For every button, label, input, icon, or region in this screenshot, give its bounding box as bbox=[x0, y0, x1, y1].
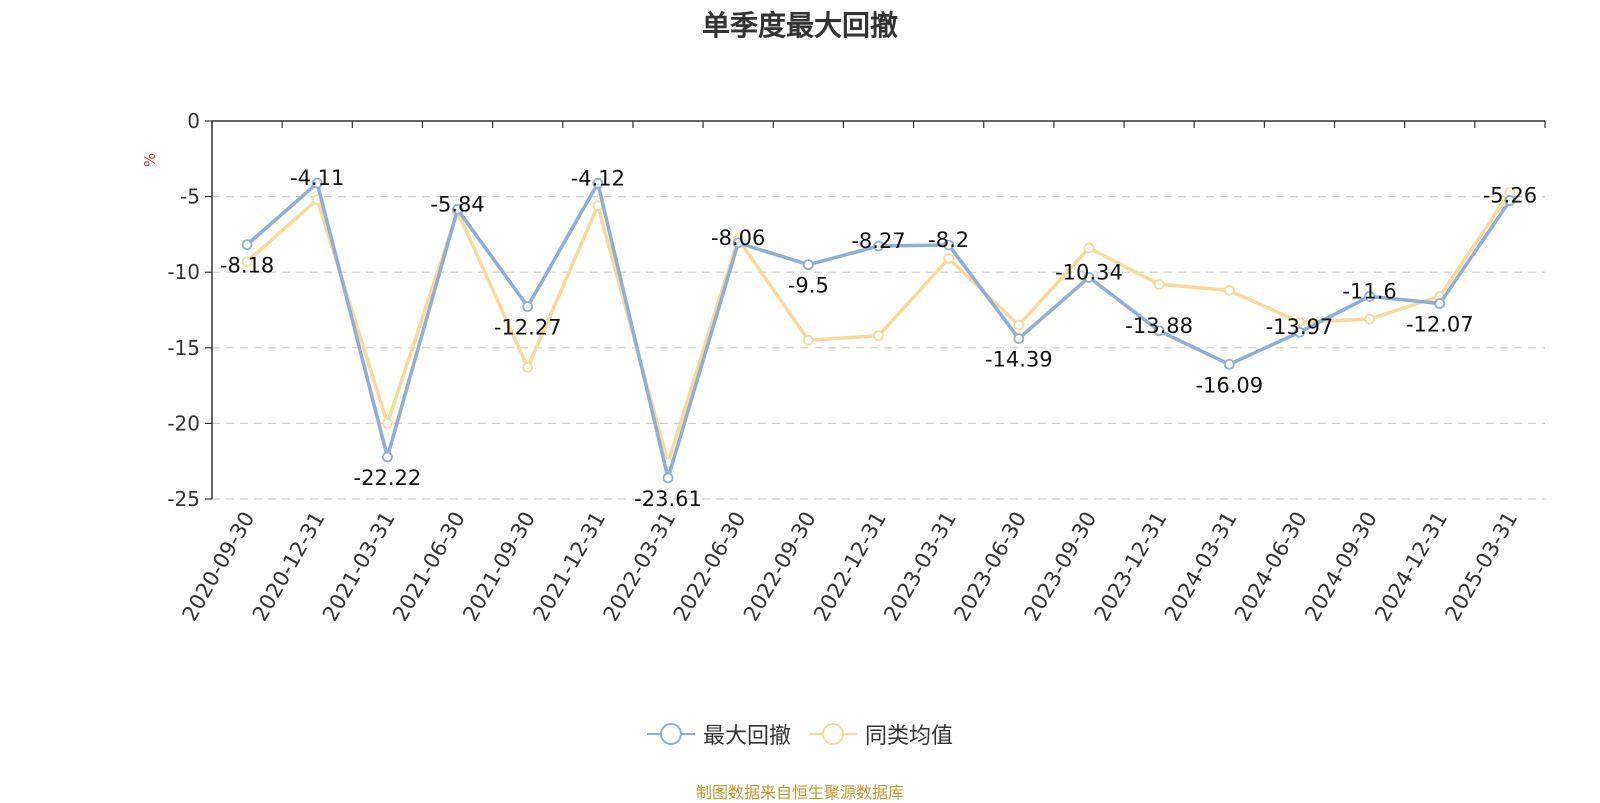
data-label: -8.18 bbox=[220, 254, 274, 278]
data-label: -4.12 bbox=[571, 166, 625, 190]
data-point-1 bbox=[1083, 242, 1095, 254]
x-tick-label: 2021-09-30 bbox=[458, 508, 540, 626]
data-point-0 bbox=[943, 239, 955, 251]
data-label: -5.26 bbox=[1483, 184, 1537, 208]
legend-label-peer-average: 同类均值 bbox=[865, 724, 954, 749]
data-point-0 bbox=[1434, 298, 1446, 309]
data-label: -22.22 bbox=[354, 466, 422, 490]
data-label: -12.27 bbox=[494, 316, 562, 340]
data-point-0 bbox=[311, 177, 323, 189]
data-point-0 bbox=[522, 301, 534, 312]
data-labels: -8.18 -4.11 -22.22 -5.84 -12.27 -4.12 -23.61 -8… bbox=[220, 166, 1537, 511]
data-label: -16.09 bbox=[1195, 373, 1263, 397]
data-point-0 bbox=[802, 259, 814, 271]
data-point-0 bbox=[1013, 333, 1025, 344]
data-point-1 bbox=[873, 330, 884, 342]
data-point-1 bbox=[802, 334, 814, 346]
y-tick-label: 0 bbox=[187, 109, 200, 133]
data-point-0 bbox=[1083, 271, 1095, 283]
data-label: -13.97 bbox=[1266, 315, 1334, 339]
data-label: -4.11 bbox=[290, 166, 344, 190]
data-point-1 bbox=[943, 253, 955, 264]
legend-marker-peer-average-icon bbox=[809, 723, 857, 745]
legend-item-max-drawdown[interactable]: 最大回撤 bbox=[646, 718, 791, 750]
y-tick-label: -20 bbox=[167, 411, 200, 435]
y-tick-label: -25 bbox=[167, 487, 200, 511]
data-point-0 bbox=[873, 240, 884, 252]
x-tick-label: 2021-12-31 bbox=[528, 508, 610, 626]
data-label: -8.2 bbox=[928, 228, 969, 252]
x-tick-label: 2023-12-31 bbox=[1090, 508, 1172, 626]
data-point-0 bbox=[452, 203, 463, 215]
x-tick-label: 2024-03-31 bbox=[1160, 508, 1242, 626]
y-tick-label: -5 bbox=[180, 185, 200, 209]
legend-label-max-drawdown: 最大回撤 bbox=[702, 724, 791, 749]
data-label: -23.61 bbox=[634, 487, 702, 511]
legend-item-peer-average[interactable]: 同类均值 bbox=[809, 718, 953, 750]
data-point-0 bbox=[1294, 326, 1305, 338]
data-point-0 bbox=[732, 237, 744, 249]
data-label: -8.27 bbox=[851, 229, 905, 253]
chart-title: 单季度最大回撤 bbox=[701, 9, 898, 42]
grid-lines bbox=[212, 196, 1545, 500]
data-point-0 bbox=[1504, 195, 1516, 206]
x-tick-label: 2022-03-31 bbox=[599, 508, 681, 626]
x-tick-label: 2021-06-30 bbox=[388, 507, 470, 625]
data-label: -11.6 bbox=[1342, 279, 1396, 303]
data-point-1 bbox=[1013, 319, 1025, 331]
data-point-1 bbox=[522, 362, 534, 373]
data-point-0 bbox=[241, 239, 253, 251]
x-tick-label: 2023-06-30 bbox=[949, 508, 1031, 626]
x-tick-label: 2025-03-31 bbox=[1440, 508, 1522, 626]
y-tick-label: -15 bbox=[167, 336, 200, 360]
legend-marker-max-drawdown-icon bbox=[646, 723, 695, 745]
data-label: -8.06 bbox=[711, 226, 765, 250]
data-label: -13.88 bbox=[1125, 314, 1193, 338]
data-point-0 bbox=[1223, 358, 1235, 370]
data-point-0 bbox=[662, 472, 674, 484]
legend: 最大回撤 同类均值 bbox=[0, 718, 1600, 750]
data-point-1 bbox=[1294, 316, 1305, 328]
x-tick-label: 2021-03-31 bbox=[318, 508, 400, 626]
data-point-0 bbox=[381, 451, 393, 463]
x-tick-label: 2023-09-30 bbox=[1019, 508, 1101, 626]
data-point-1 bbox=[1223, 284, 1235, 296]
x-tick-label: 2023-03-31 bbox=[879, 508, 961, 626]
data-label: -10.34 bbox=[1055, 260, 1123, 284]
y-tick-label: -10 bbox=[167, 260, 200, 284]
data-point-1 bbox=[381, 417, 393, 429]
data-point-0 bbox=[1364, 290, 1376, 302]
data-label: -12.07 bbox=[1406, 312, 1474, 336]
x-tick-label: 2024-12-31 bbox=[1370, 508, 1452, 626]
x-tick-label: 2024-06-30 bbox=[1230, 508, 1312, 626]
series-lines bbox=[241, 177, 1516, 484]
y-axis-label: % bbox=[141, 153, 159, 167]
data-label: -9.5 bbox=[788, 274, 829, 298]
x-tick-label: 2024-09-30 bbox=[1300, 508, 1382, 626]
x-tick-label: 2020-09-30 bbox=[178, 508, 260, 626]
data-label: -5.84 bbox=[430, 192, 484, 216]
axes: 0-5-10-15-20-252020-09-302020-12-312021-… bbox=[167, 109, 1546, 626]
data-point-0 bbox=[1153, 325, 1165, 337]
x-tick-label: 2020-12-31 bbox=[248, 508, 330, 626]
x-tick-label: 2022-06-30 bbox=[669, 508, 751, 626]
x-tick-label: 2022-12-31 bbox=[809, 508, 891, 626]
data-point-1 bbox=[1153, 278, 1165, 290]
data-point-0 bbox=[592, 177, 604, 189]
source-note: 制图数据来自恒生聚源数据库 bbox=[695, 783, 904, 802]
data-point-1 bbox=[1364, 313, 1376, 325]
data-point-1 bbox=[241, 256, 253, 268]
x-tick-label: 2022-09-30 bbox=[739, 508, 821, 626]
data-label: -14.39 bbox=[985, 348, 1053, 372]
